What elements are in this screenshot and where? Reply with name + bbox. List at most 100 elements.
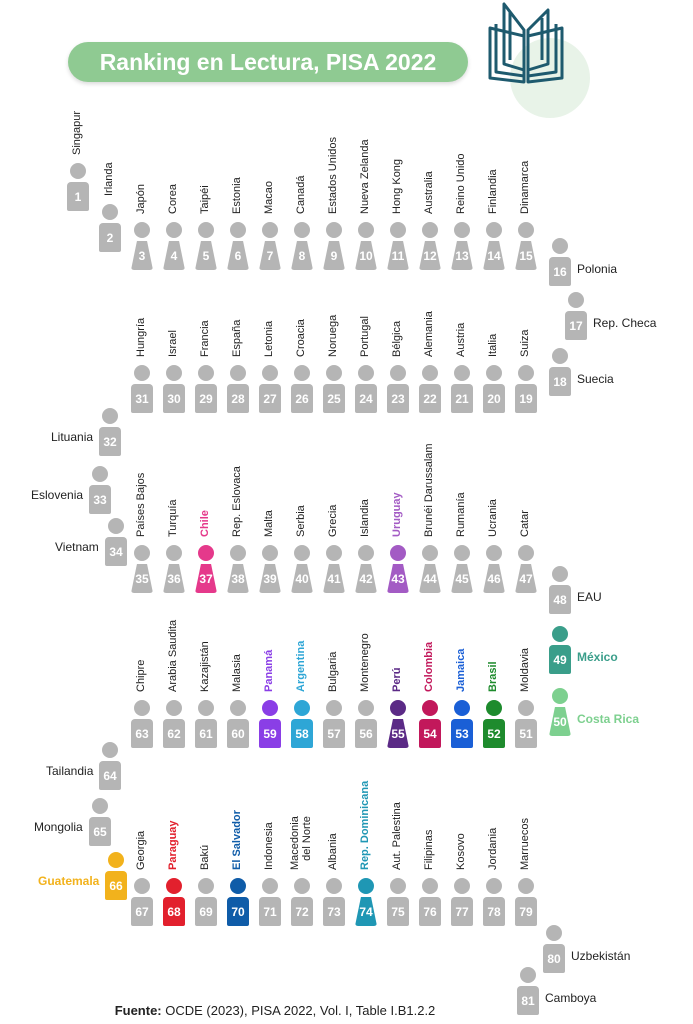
rank-number: 20	[483, 384, 505, 413]
rank-number: 70	[227, 897, 249, 926]
figure-head	[134, 365, 150, 381]
rank-number: 2	[99, 223, 121, 252]
male-figure-icon: 17	[565, 292, 587, 340]
country-label-mongolia: Mongolia	[34, 820, 83, 834]
rank-number: 25	[323, 384, 345, 413]
country-label-canada: Canadá	[295, 175, 307, 214]
figure-head	[92, 798, 108, 814]
figure-head	[454, 222, 470, 238]
male-figure-icon: 28	[227, 365, 249, 413]
rank-number: 35	[131, 564, 153, 593]
figure-head	[102, 742, 118, 758]
figure-head	[390, 365, 406, 381]
male-figure-icon: 68	[163, 878, 185, 926]
country-label-portugal: Portugal	[359, 316, 371, 357]
rank-number: 23	[387, 384, 409, 413]
figure-head	[552, 566, 568, 582]
figure-head	[262, 545, 278, 561]
rank-number: 62	[163, 719, 185, 748]
rank-number: 5	[195, 241, 217, 270]
figure-head	[294, 545, 310, 561]
figure-head	[454, 365, 470, 381]
male-figure-icon: 52	[483, 700, 505, 748]
rank-number: 79	[515, 897, 537, 926]
rank-number: 31	[131, 384, 153, 413]
female-figure-icon: 10	[355, 222, 377, 270]
country-label-panama: Panamá	[263, 649, 275, 692]
country-label-reino-unido: Reino Unido	[455, 153, 467, 214]
figure-head	[552, 626, 568, 642]
country-label-montenegro: Montenegro	[359, 633, 371, 692]
rank-number: 52	[483, 719, 505, 748]
figure-head	[518, 878, 534, 894]
figure-head	[262, 365, 278, 381]
male-figure-icon: 29	[195, 365, 217, 413]
female-figure-icon: 4	[163, 222, 185, 270]
country-label-austria: Austria	[455, 322, 467, 357]
rank-number: 47	[515, 564, 537, 593]
rank-number: 15	[515, 241, 537, 270]
rank-number: 48	[549, 585, 571, 614]
rank-number: 67	[131, 897, 153, 926]
male-figure-icon: 25	[323, 365, 345, 413]
country-label-malasia: Malasia	[231, 654, 243, 692]
country-label-camboya: Camboya	[545, 991, 597, 1005]
rank-number: 33	[89, 485, 111, 514]
rank-number: 73	[323, 897, 345, 926]
male-figure-icon: 70	[227, 878, 249, 926]
country-label-eslovenia: Eslovenia	[31, 488, 84, 502]
female-figure-icon: 40	[291, 545, 313, 593]
male-figure-icon: 24	[355, 365, 377, 413]
country-label-letonia: Letonia	[263, 320, 275, 357]
figure-head	[358, 365, 374, 381]
figure-head	[546, 925, 562, 941]
rank-number: 29	[195, 384, 217, 413]
figure-head	[230, 878, 246, 894]
rank-number: 10	[355, 241, 377, 270]
figure-head	[198, 878, 214, 894]
country-label-rep-dominicana: Rep. Dominicana	[359, 780, 371, 870]
rank-number: 17	[565, 311, 587, 340]
female-figure-icon: 39	[259, 545, 281, 593]
country-label-suecia: Suecia	[577, 372, 614, 386]
country-label-chile: Chile	[199, 510, 211, 537]
female-figure-icon: 55	[387, 700, 409, 748]
rank-number: 66	[105, 871, 127, 900]
figure-head	[390, 700, 406, 716]
figure-head	[552, 348, 568, 364]
source-note: Fuente: OCDE (2023), PISA 2022, Vol. I, …	[0, 1003, 550, 1018]
male-figure-icon: 34	[105, 518, 127, 566]
rank-number: 68	[163, 897, 185, 926]
figure-head	[108, 518, 124, 534]
country-label-francia: Francia	[199, 320, 211, 357]
rank-number: 7	[259, 241, 281, 270]
rank-number: 32	[99, 427, 121, 456]
rank-number: 42	[355, 564, 377, 593]
country-label-polonia: Polonia	[577, 262, 618, 276]
figure-head	[358, 700, 374, 716]
male-figure-icon: 77	[451, 878, 473, 926]
figure-head	[134, 545, 150, 561]
country-label-macao: Macao	[263, 180, 275, 214]
country-label-georgia: Georgia	[135, 830, 147, 870]
figure-head	[166, 700, 182, 716]
female-figure-icon: 43	[387, 545, 409, 593]
rank-number: 57	[323, 719, 345, 748]
female-figure-icon: 12	[419, 222, 441, 270]
male-figure-icon: 19	[515, 365, 537, 413]
rank-number: 56	[355, 719, 377, 748]
male-figure-icon: 26	[291, 365, 313, 413]
country-label-paises-bajos: Países Bajos	[135, 472, 147, 537]
country-label-bulgaria: Bulgaria	[327, 651, 339, 692]
rank-number: 54	[419, 719, 441, 748]
country-label-alemania: Alemania	[423, 311, 435, 357]
rank-number: 63	[131, 719, 153, 748]
rank-number: 16	[549, 257, 571, 286]
figure-head	[294, 365, 310, 381]
rank-number: 14	[483, 241, 505, 270]
male-figure-icon: 73	[323, 878, 345, 926]
country-label-grecia: Grecia	[327, 504, 339, 537]
rank-number: 50	[549, 707, 571, 736]
male-figure-icon: 51	[515, 700, 537, 748]
male-figure-icon: 76	[419, 878, 441, 926]
